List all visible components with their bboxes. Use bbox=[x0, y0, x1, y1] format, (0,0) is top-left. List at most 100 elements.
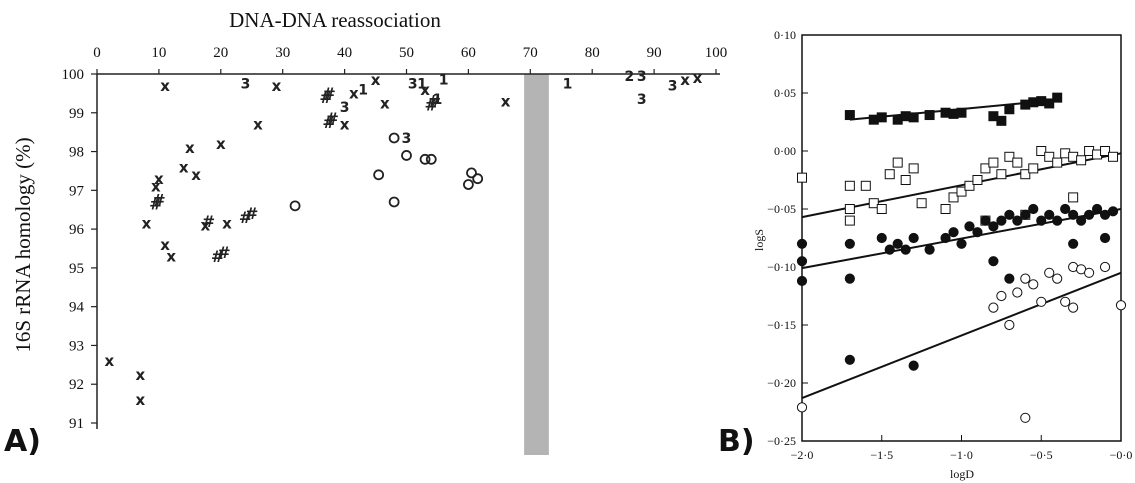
panel-a-label: A) bbox=[4, 424, 41, 459]
y-tick-label: 98 bbox=[69, 145, 84, 161]
filled-circle-marker bbox=[1060, 203, 1071, 215]
y-tick-label: 96 bbox=[69, 222, 85, 238]
x-tick-label: 90 bbox=[647, 45, 662, 61]
filled-circle-marker bbox=[844, 273, 855, 284]
open-square-marker bbox=[868, 198, 879, 209]
x-tick-label: −0·5 bbox=[1030, 448, 1053, 462]
open-circle-marker bbox=[1028, 279, 1039, 290]
open-circle-marker bbox=[1020, 273, 1031, 284]
cross-marker: x bbox=[380, 94, 390, 112]
x-tick-label: 40 bbox=[337, 45, 352, 61]
cross-marker: x bbox=[160, 77, 170, 95]
x-tick-label: −1·5 bbox=[870, 448, 893, 462]
filled-circle-marker bbox=[988, 256, 999, 267]
x-axis-title: DNA-DNA reassociation bbox=[229, 8, 441, 32]
cross-marker: x bbox=[253, 116, 263, 134]
cross-marker: x bbox=[179, 158, 189, 176]
y-tick-group: 100 99 98 97 96 95 94 93 92 91 bbox=[62, 67, 97, 432]
hash-marker: # bbox=[326, 109, 339, 128]
open-square-marker bbox=[797, 172, 807, 183]
y-axis-title: logS bbox=[752, 229, 766, 251]
filled-circle-marker bbox=[892, 238, 903, 249]
filled-circle-marker bbox=[796, 256, 808, 267]
open-square-marker bbox=[940, 204, 951, 214]
open-circle-marker bbox=[1115, 300, 1127, 311]
open-circle-marker bbox=[1012, 287, 1023, 298]
hash-marker: # bbox=[211, 247, 224, 266]
number-marker: 1 bbox=[433, 92, 443, 108]
x-tick-label: 20 bbox=[213, 45, 228, 61]
y-tick-label: 100 bbox=[62, 67, 85, 83]
open-square-marker bbox=[980, 163, 991, 174]
x-tick-label: 30 bbox=[275, 45, 290, 61]
filled-circle-marker bbox=[1107, 206, 1119, 217]
open-circle-marker bbox=[996, 290, 1007, 302]
open-square-marker bbox=[1108, 151, 1119, 162]
hash-marker: # bbox=[202, 212, 215, 231]
number-marker: 3 bbox=[340, 100, 350, 116]
filled-circle-marker bbox=[908, 232, 919, 244]
x-axis-title: logD bbox=[950, 467, 974, 481]
circle-marker bbox=[466, 167, 477, 179]
filled-circle-marker bbox=[844, 238, 855, 249]
open-square-marker bbox=[956, 186, 967, 197]
number-marker: 3 bbox=[402, 131, 412, 147]
filled-circle-marker bbox=[1091, 203, 1103, 215]
open-square-marker bbox=[948, 192, 959, 203]
cross-marker: x bbox=[420, 81, 430, 99]
hash-marker: # bbox=[245, 204, 258, 223]
circle-marker bbox=[462, 179, 474, 190]
x-tick-label: 70 bbox=[523, 45, 538, 61]
cross-marker: x bbox=[142, 215, 152, 233]
circle-marker bbox=[289, 200, 301, 212]
cross-marker: x bbox=[222, 215, 232, 233]
cross-marker: x bbox=[154, 170, 164, 188]
number-marker: 3 bbox=[668, 79, 678, 95]
hash-marker: # bbox=[428, 92, 441, 111]
circle-marker bbox=[388, 196, 400, 208]
open-square-marker bbox=[844, 204, 855, 214]
hash-marker: # bbox=[425, 96, 438, 115]
filled-circle-marker bbox=[1020, 209, 1031, 220]
cross-marker: x bbox=[200, 216, 210, 234]
cross-marker: x bbox=[135, 366, 145, 384]
open-square-marker bbox=[860, 180, 871, 191]
cross-marker: x bbox=[501, 92, 511, 110]
filled-square-marker bbox=[996, 115, 1007, 126]
circle-marker bbox=[472, 173, 484, 185]
filled-circle-marker bbox=[948, 227, 959, 238]
open-square-marker bbox=[884, 169, 895, 180]
filled-circle-marker bbox=[964, 221, 975, 232]
cross-marker: x bbox=[191, 166, 201, 184]
open-circle-marker bbox=[1068, 302, 1079, 313]
y-tick-label: 92 bbox=[69, 377, 84, 393]
circle-marker bbox=[419, 153, 431, 165]
open-square-marker bbox=[844, 180, 855, 191]
panel-b-chart: −2·0 −1·5 −1·0 −0·5 −0·0 0·10 0·05 0·00 −0·05 −0… bbox=[718, 28, 1132, 481]
y-tick-label: 93 bbox=[69, 338, 84, 354]
filled-circle-marker bbox=[876, 232, 887, 244]
regression-line bbox=[801, 208, 1122, 270]
open-circle-marker bbox=[1044, 267, 1055, 278]
hash-marker: # bbox=[239, 208, 252, 227]
y-tick-label: 99 bbox=[69, 106, 84, 122]
filled-square-marker bbox=[908, 112, 919, 123]
filled-circle-marker bbox=[924, 244, 935, 255]
cross-marker: x bbox=[371, 71, 381, 89]
x-tick-label: 50 bbox=[399, 45, 414, 61]
open-square-marker bbox=[892, 157, 903, 168]
y-tick-group: 0·10 0·05 0·00 −0·05 −0·10 −0·15 −0·20 −0·25 bbox=[767, 28, 808, 448]
circle-marker bbox=[388, 132, 400, 144]
y-tick-label: −0·25 bbox=[767, 434, 796, 448]
filled-circle-marker bbox=[1036, 215, 1047, 226]
open-circle-marker bbox=[1084, 267, 1095, 278]
x-tick-label: 100 bbox=[705, 45, 728, 61]
number-marker: 3 bbox=[637, 69, 647, 85]
filled-circle-marker bbox=[972, 227, 983, 238]
y-tick-label: 0·00 bbox=[774, 144, 796, 158]
panel-a-chart: 0 10 20 30 40 50 60 70 80 90 100 100 99 98 97 96 95 94 93… bbox=[4, 8, 727, 459]
filled-circle-marker bbox=[1099, 232, 1111, 244]
y-tick-label: 91 bbox=[69, 416, 84, 432]
filled-square-marker bbox=[844, 110, 855, 121]
